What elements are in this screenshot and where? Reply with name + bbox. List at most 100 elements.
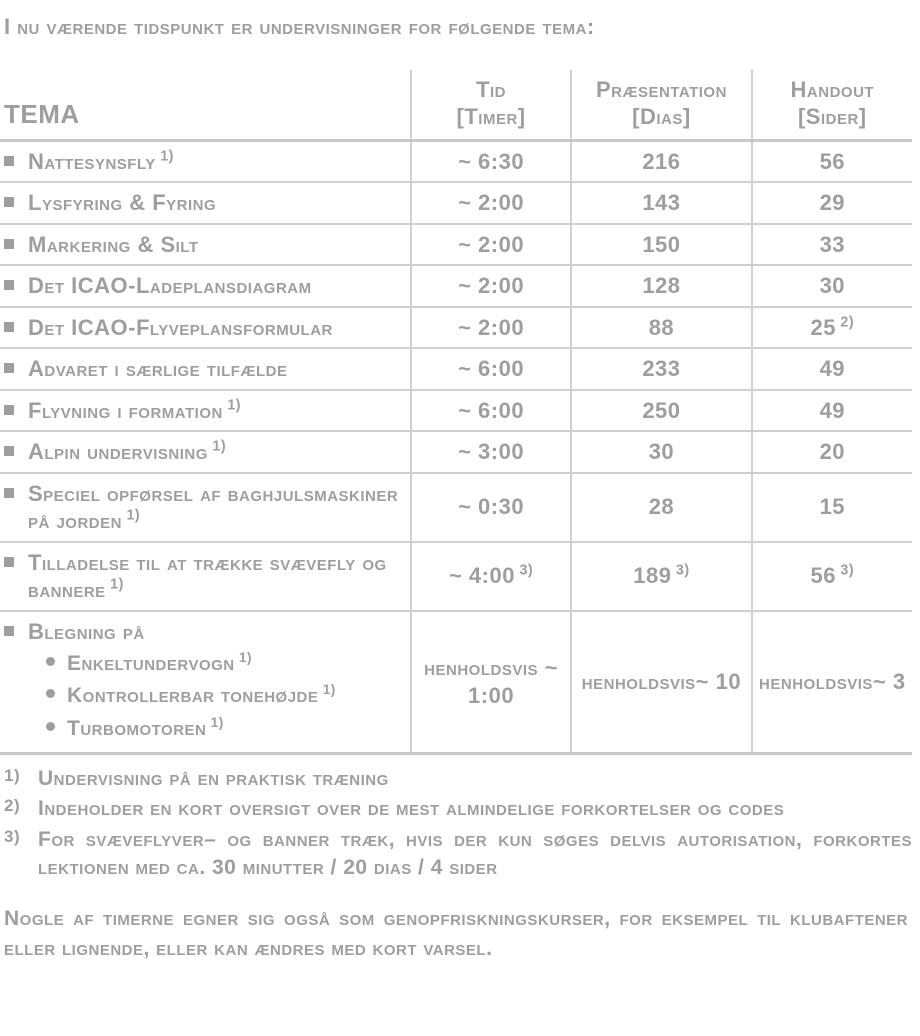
cell-tid: ~ 6:00 — [411, 390, 571, 432]
footnote-2: 2) Indeholder en kort oversigt over de m… — [4, 795, 912, 823]
cell-hand: 25 2) — [752, 307, 912, 349]
cell-pres: 189 3) — [571, 542, 751, 611]
cell-tid: ~ 2:00 — [411, 307, 571, 349]
bullet-icon — [4, 156, 14, 166]
sub-list: Enkeltundervogn 1) Kontrollerbar tonehøjd… — [28, 649, 404, 742]
footnote-2-mark: 2) — [4, 795, 28, 823]
header-hand-l1: Handout — [791, 77, 875, 102]
footnote-1: 1) Undervisning på en praktisk træning — [4, 765, 912, 793]
cell-tema: Nattesynsfly 1) — [0, 140, 411, 182]
cell-tid: ~ 2:00 — [411, 224, 571, 266]
cell-pres: 30 — [571, 431, 751, 473]
sub-item-sup: 1) — [235, 650, 252, 665]
table-row: Det ICAO-Ladeplansdiagram~ 2:0012830 — [0, 265, 912, 307]
dot-icon — [46, 657, 55, 666]
cell-hand: 15 — [752, 473, 912, 542]
cell-tema: Blegning på Enkeltundervogn 1) Kontrollerb… — [0, 611, 411, 754]
tema-sup: 1) — [208, 439, 226, 455]
sub-item: Enkeltundervogn 1) — [46, 649, 404, 677]
header-pres-l1: Præsentation — [596, 77, 727, 102]
cell-tid: henholdsvis ~ 1:00 — [411, 611, 571, 754]
cell-pres: henholdsvis~ 10 — [571, 611, 751, 754]
cell-hand: 33 — [752, 224, 912, 266]
tema-sup: 1) — [156, 148, 174, 164]
tema-sup: 1) — [106, 577, 124, 593]
cell-hand: 49 — [752, 390, 912, 432]
cell-tid: ~ 4:00 3) — [411, 542, 571, 611]
header-pres: Præsentation [Dias] — [571, 70, 751, 141]
footnote-2-text: Indeholder en kort oversigt over de mest… — [38, 795, 784, 823]
cell-tema: Alpin undervisning 1) — [0, 431, 411, 473]
cell-hand: henholdsvis~ 3 — [752, 611, 912, 754]
footnote-1-mark: 1) — [4, 765, 28, 793]
tema-text: Lysfyring & Fyring — [28, 189, 404, 217]
intro-text: I nu værende tidspunkt er undervisninger… — [4, 12, 912, 42]
cell-pres: 216 — [571, 140, 751, 182]
table-row: Lysfyring & Fyring~ 2:0014329 — [0, 182, 912, 224]
bullet-icon — [4, 322, 14, 332]
cell-pres: 143 — [571, 182, 751, 224]
table-row: Det ICAO-Flyveplansformular~ 2:008825 2) — [0, 307, 912, 349]
tema-head: Blegning på — [28, 618, 404, 646]
table-row: Flyvning i formation 1)~ 6:0025049 — [0, 390, 912, 432]
table-row: Alpin undervisning 1)~ 3:003020 — [0, 431, 912, 473]
cell-pres: 88 — [571, 307, 751, 349]
cell-tid-sup: 3) — [515, 563, 533, 579]
cell-hand: 56 — [752, 140, 912, 182]
bullet-icon — [4, 239, 14, 249]
dot-icon — [46, 689, 55, 698]
cell-tid: ~ 6:00 — [411, 348, 571, 390]
tema-sup: 1) — [223, 397, 241, 413]
table-row: Nattesynsfly 1)~ 6:3021656 — [0, 140, 912, 182]
cell-tid: ~ 3:00 — [411, 431, 571, 473]
tema-text: Speciel opførsel af baghjulsmaskiner på … — [28, 480, 404, 535]
table-header-row: TEMA Tid [Timer] Præsentation [Dias] Han… — [0, 70, 912, 141]
tema-text: Det ICAO-Flyveplansformular — [28, 314, 404, 342]
cell-tema: Flyvning i formation 1) — [0, 390, 411, 432]
footnote-1-text: Undervisning på en praktisk træning — [38, 765, 389, 793]
header-hand-l2: [Sider] — [798, 104, 867, 129]
table-row: Advaret i særlige tilfælde~ 6:0023349 — [0, 348, 912, 390]
cell-pres: 233 — [571, 348, 751, 390]
cell-pres: 150 — [571, 224, 751, 266]
bullet-icon — [4, 280, 14, 290]
tema-text: Markering & Silt — [28, 231, 404, 259]
sub-item: Kontrollerbar tonehøjde 1) — [46, 681, 404, 709]
header-tid-l2: [Timer] — [457, 104, 526, 129]
cell-tid: ~ 2:00 — [411, 265, 571, 307]
course-table: TEMA Tid [Timer] Præsentation [Dias] Han… — [0, 70, 912, 755]
sub-item-text: Enkeltundervogn 1) — [67, 649, 252, 677]
header-tid: Tid [Timer] — [411, 70, 571, 141]
bullet-icon — [4, 488, 14, 498]
header-tema: TEMA — [0, 70, 411, 141]
cell-pres: 28 — [571, 473, 751, 542]
bullet-icon — [4, 363, 14, 373]
sub-item-text: Kontrollerbar tonehøjde 1) — [67, 681, 336, 709]
dot-icon — [46, 722, 55, 731]
footnotes: 1) Undervisning på en praktisk træning 2… — [4, 765, 912, 882]
cell-tid: ~ 2:00 — [411, 182, 571, 224]
cell-hand-sup: 2) — [836, 314, 854, 330]
tema-text: Det ICAO-Ladeplansdiagram — [28, 272, 404, 300]
cell-hand: 20 — [752, 431, 912, 473]
footnote-3-text: For svæveflyver– og banner træk, hvis de… — [38, 826, 912, 883]
sub-item-sup: 1) — [206, 715, 223, 730]
outro-text: Nogle af timerne egner sig også som geno… — [4, 904, 908, 963]
cell-tema: Det ICAO-Flyveplansformular — [0, 307, 411, 349]
table-body: Nattesynsfly 1)~ 6:3021656Lysfyring & Fy… — [0, 140, 912, 753]
cell-tema: Lysfyring & Fyring — [0, 182, 411, 224]
cell-tema: Tilladelse til at trække svævefly og ban… — [0, 542, 411, 611]
header-pres-l2: [Dias] — [632, 104, 691, 129]
cell-tid: ~ 6:30 — [411, 140, 571, 182]
footnote-3: 3) For svæveflyver– og banner træk, hvis… — [4, 826, 912, 883]
cell-pres: 128 — [571, 265, 751, 307]
bullet-icon — [4, 405, 14, 415]
footnote-3-mark: 3) — [4, 826, 28, 883]
table-row: Markering & Silt~ 2:0015033 — [0, 224, 912, 266]
header-hand: Handout [Sider] — [752, 70, 912, 141]
table-row: Tilladelse til at trække svævefly og ban… — [0, 542, 912, 611]
cell-tema: Det ICAO-Ladeplansdiagram — [0, 265, 411, 307]
table-row: Speciel opførsel af baghjulsmaskiner på … — [0, 473, 912, 542]
cell-pres-sup: 3) — [671, 563, 689, 579]
cell-hand: 29 — [752, 182, 912, 224]
